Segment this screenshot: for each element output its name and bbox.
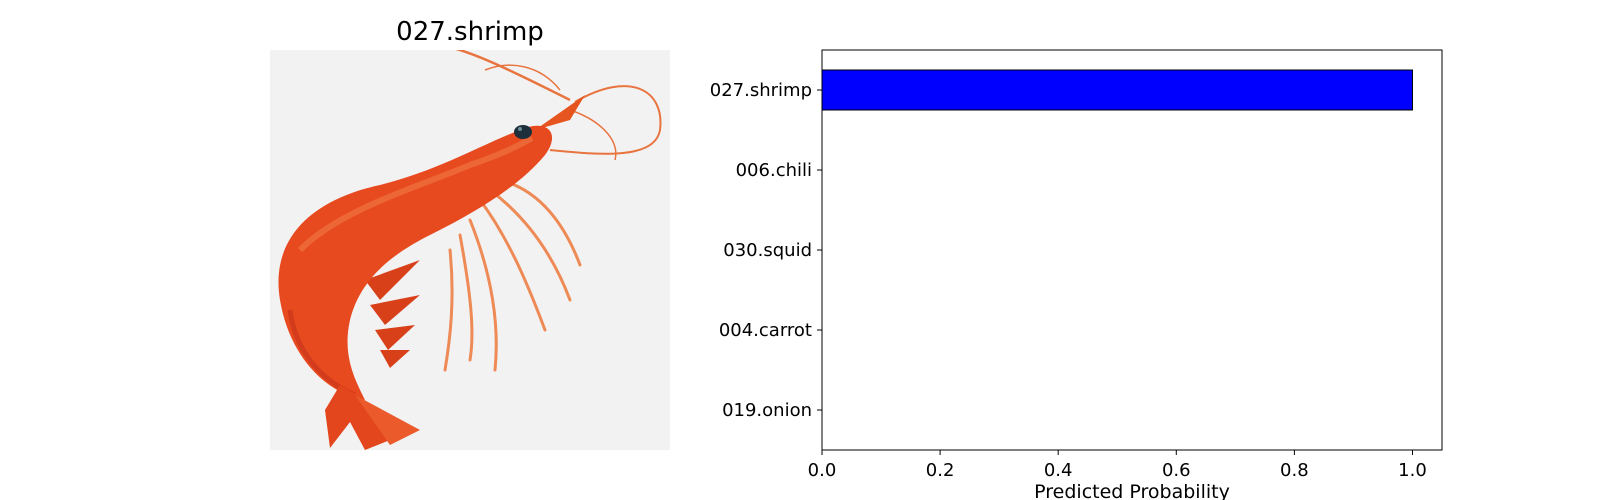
y-tick-label: 006.chili xyxy=(736,160,812,181)
x-tick-label: 0.6 xyxy=(1162,460,1191,481)
y-tick-label: 030.squid xyxy=(723,240,812,261)
x-tick-label: 0.4 xyxy=(1044,460,1073,481)
x-tick-label: 0.2 xyxy=(926,460,955,481)
x-tick-label: 1.0 xyxy=(1398,460,1427,481)
image-title: 027.shrimp xyxy=(396,17,544,47)
y-tick-label: 004.carrot xyxy=(719,320,812,341)
shrimp-illustration xyxy=(270,50,670,450)
input-image xyxy=(270,50,670,450)
y-tick-label: 019.onion xyxy=(722,400,812,421)
x-tick-label: 0.8 xyxy=(1280,460,1309,481)
x-tick-label: 0.0 xyxy=(808,460,837,481)
y-tick-label: 027.shrimp xyxy=(710,80,812,101)
x-axis-label: Predicted Probability xyxy=(1034,481,1230,500)
bar-027.shrimp xyxy=(821,69,1413,111)
